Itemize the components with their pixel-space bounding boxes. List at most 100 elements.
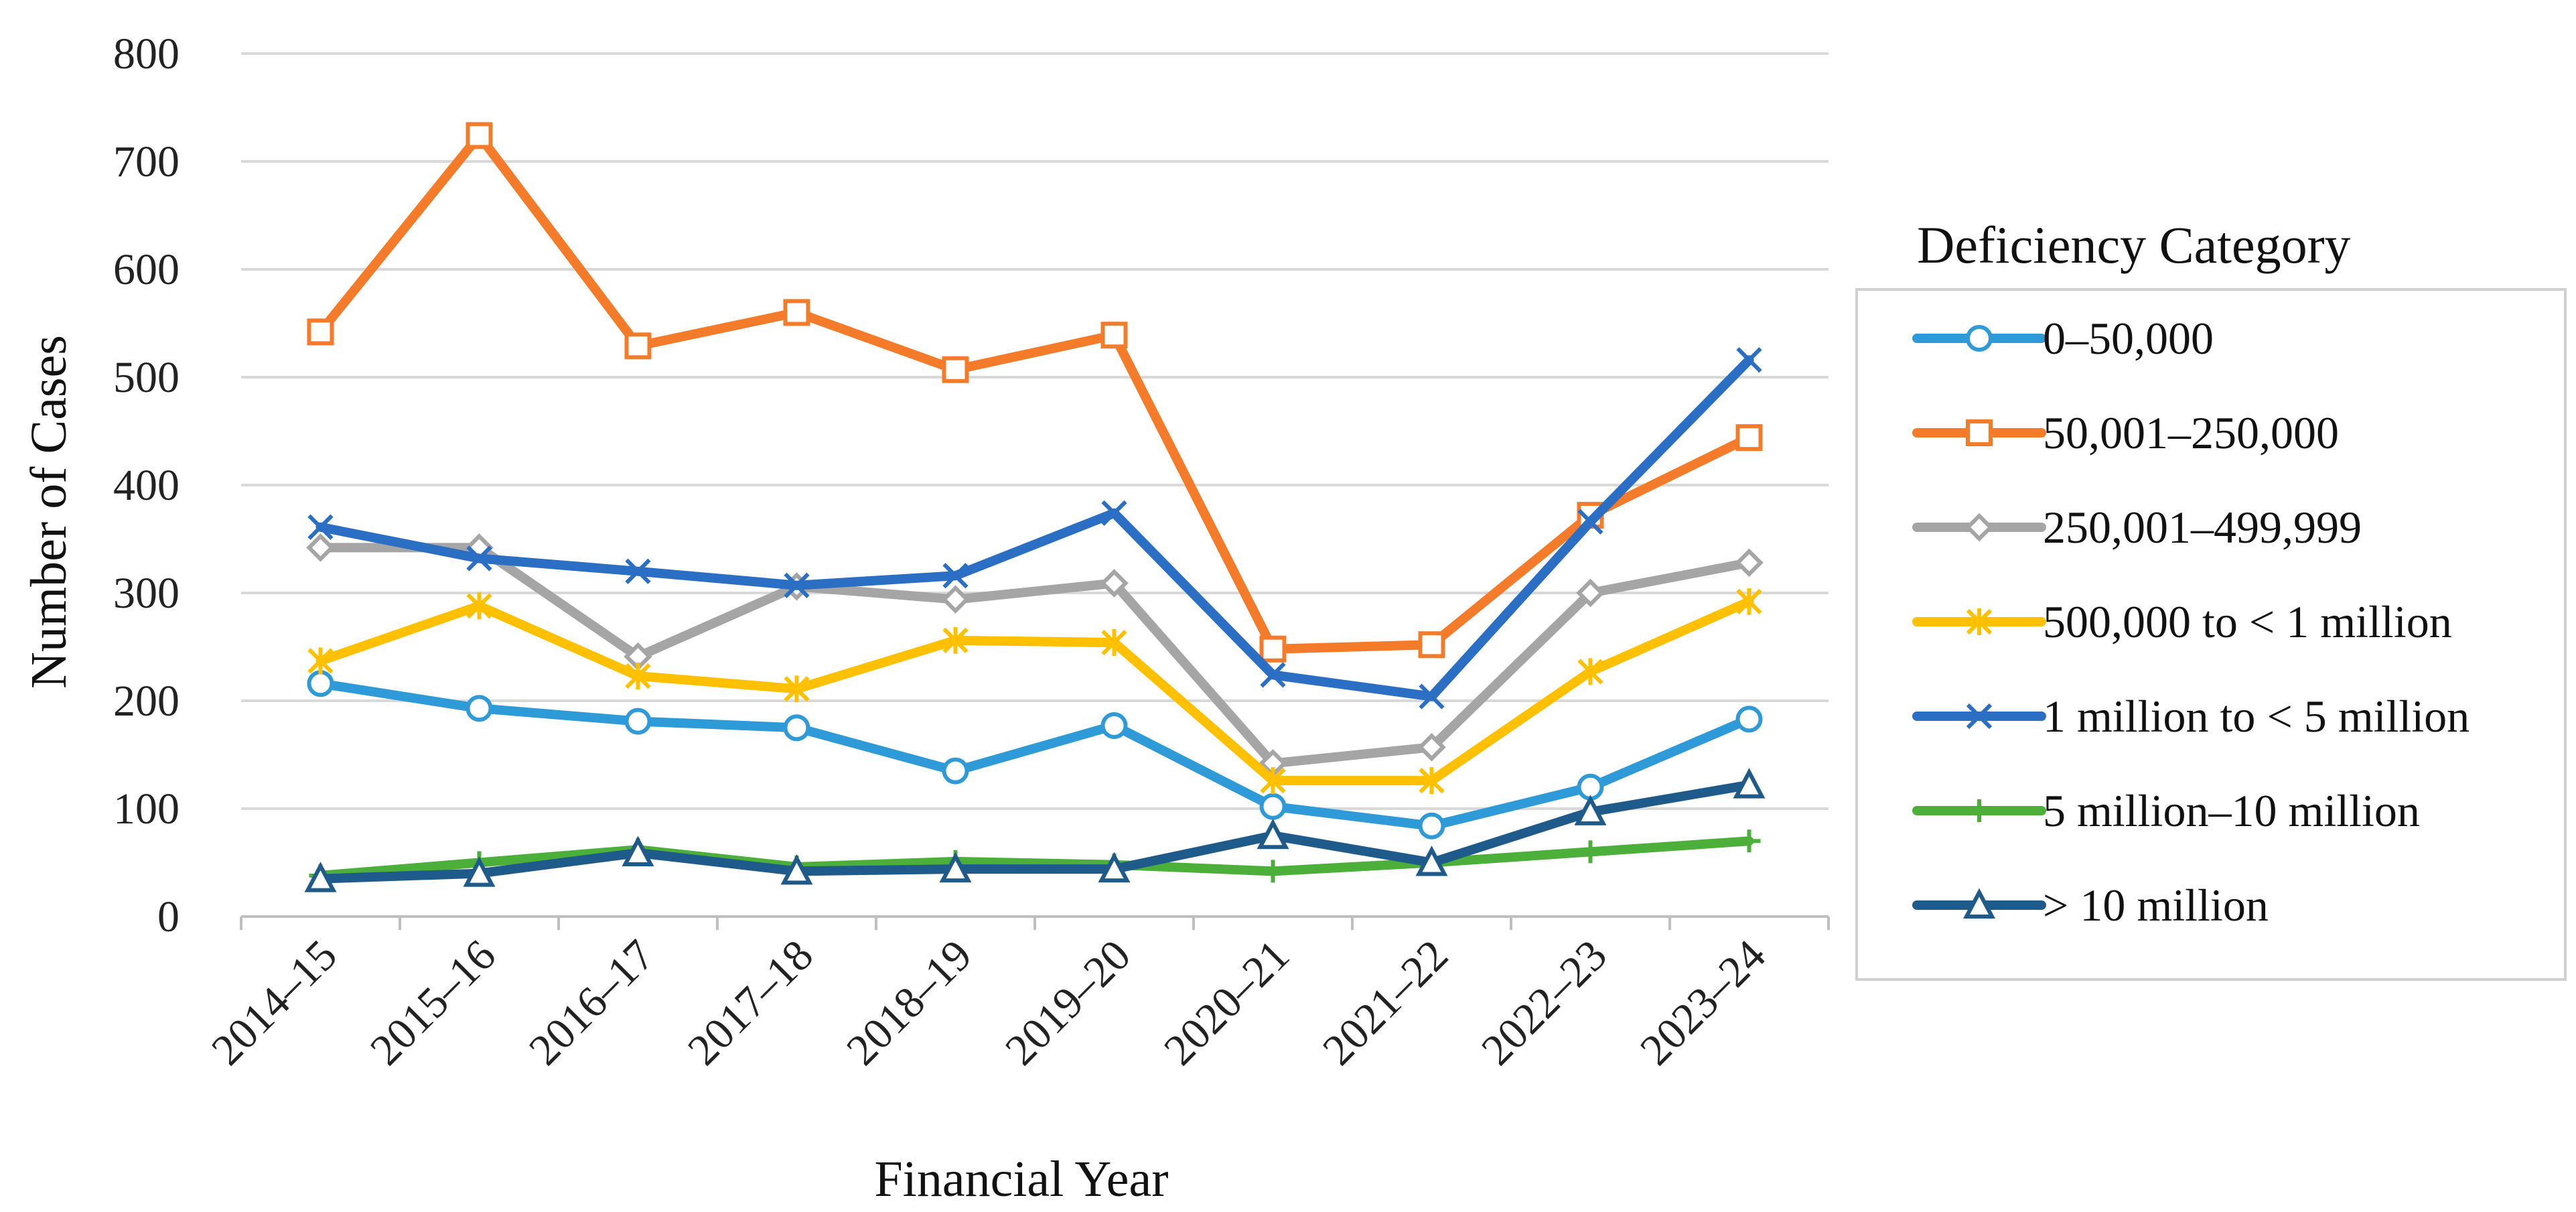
x-tick-label-2021-22: 2021–22 <box>1313 931 1457 1075</box>
data-point-50-001-250-000-2018-19 <box>942 356 969 383</box>
data-point-500-000-to-1-million-2022-23 <box>1577 658 1603 685</box>
legend-title: Deficiency Category <box>1917 216 2351 274</box>
y-tick-label-800: 800 <box>113 29 180 78</box>
legend-marker-5-million-10-million <box>1968 799 1991 822</box>
legend-marker-250-001-499-999 <box>1964 513 1994 542</box>
data-point-0-50-000-2020-21 <box>1259 793 1287 820</box>
data-point-5-million-10-million-2020-21 <box>1261 860 1285 883</box>
data-point-5-million-10-million-2023-24 <box>1737 829 1761 853</box>
data-point-10-million-2019-20 <box>1098 852 1131 883</box>
data-point-50-001-250-000-2017-18 <box>783 299 810 326</box>
data-point-10-million-2015-16 <box>463 856 496 887</box>
y-tick-label-500: 500 <box>113 353 180 402</box>
data-point-500-000-to-1-million-2014-15 <box>307 647 334 675</box>
series-line-500-000-to-1-million <box>315 596 1754 786</box>
data-point-10-million-2023-24 <box>1733 768 1766 799</box>
data-point-0-50-000-2023-24 <box>1735 705 1763 733</box>
data-point-1-million-to-5-million-2021-22 <box>1419 683 1445 710</box>
data-point-50-001-250-000-2021-22 <box>1418 631 1445 659</box>
x-tick-label-2018-19: 2018–19 <box>837 931 981 1075</box>
data-point-500-000-to-1-million-2021-22 <box>1419 767 1445 795</box>
data-point-1-million-to-5-million-2016-17 <box>625 558 651 584</box>
legend-marker-10-million <box>1963 888 1995 919</box>
x-tick-label-2019-20: 2019–20 <box>996 931 1140 1075</box>
y-tick-label-300: 300 <box>113 569 180 618</box>
data-point-10-million-2017-18 <box>780 854 813 885</box>
data-point-1-million-to-5-million-2019-20 <box>1101 500 1127 526</box>
data-point-250-001-499-999-2022-23 <box>1576 578 1605 608</box>
data-point-0-50-000-2014-15 <box>307 670 334 697</box>
legend-marker-0-50-000 <box>1966 325 1993 352</box>
legend-marker-1-million-to-5-million <box>1966 703 1993 730</box>
x-tick-label-2020-21: 2020–21 <box>1155 931 1299 1075</box>
data-point-500-000-to-1-million-2016-17 <box>625 662 651 689</box>
data-point-1-million-to-5-million-2020-21 <box>1260 662 1286 688</box>
data-point-50-001-250-000-2019-20 <box>1100 322 1128 349</box>
legend-item-500-000-to-1-million: 500,000 to < 1 million <box>1912 596 2452 647</box>
data-point-250-001-499-999-2018-19 <box>941 585 970 614</box>
y-tick-label-200: 200 <box>113 677 180 726</box>
data-point-500-000-to-1-million-2020-21 <box>1260 767 1286 795</box>
legend-item-0-50-000: 0–50,000 <box>1912 313 2214 364</box>
series-5-million-10-million <box>309 829 1761 887</box>
x-tick-label-2015-16: 2015–16 <box>361 931 505 1075</box>
legend-item-250-001-499-999: 250,001–499,999 <box>1912 502 2362 553</box>
legend-item-5-million-10-million: 5 million–10 million <box>1912 785 2420 836</box>
data-point-50-001-250-000-2020-21 <box>1259 635 1287 663</box>
x-tick-label-2022-23: 2022–23 <box>1472 931 1616 1075</box>
data-point-1-million-to-5-million-2015-16 <box>466 545 492 571</box>
legend-label-50-001-250-000: 50,001–250,000 <box>2043 407 2339 458</box>
y-tick-label-400: 400 <box>113 461 180 510</box>
legend-marker-500-000-to-1-million <box>1966 608 1993 635</box>
data-point-10-million-2021-22 <box>1415 846 1448 876</box>
x-tick-label-2014-15: 2014–15 <box>202 931 346 1075</box>
legend-item-1-million-to-5-million: 1 million to < 5 million <box>1912 691 2470 742</box>
data-point-500-000-to-1-million-2018-19 <box>942 626 969 654</box>
legend-label-500-000-to-1-million: 500,000 to < 1 million <box>2043 596 2452 647</box>
series-line-1-million-to-5-million <box>315 355 1754 701</box>
x-tick-label-2023-24: 2023–24 <box>1631 931 1775 1075</box>
data-point-0-50-000-2018-19 <box>942 757 969 785</box>
series-line-5-million-10-million <box>315 836 1754 880</box>
data-point-1-million-to-5-million-2022-23 <box>1577 509 1603 535</box>
y-tick-label-100: 100 <box>113 785 180 833</box>
data-point-10-million-2020-21 <box>1257 818 1289 850</box>
y-tick-label-600: 600 <box>113 245 180 294</box>
legend-item-10-million: > 10 million <box>1912 880 2269 931</box>
x-tick-label-2016-17: 2016–17 <box>520 931 664 1075</box>
data-point-0-50-000-2021-22 <box>1418 812 1445 839</box>
data-point-0-50-000-2015-16 <box>466 695 493 722</box>
data-point-250-001-499-999-2021-22 <box>1417 732 1446 762</box>
y-gridlines <box>241 52 1829 918</box>
data-point-50-001-250-000-2014-15 <box>307 318 334 346</box>
legend-item-50-001-250-000: 50,001–250,000 <box>1912 407 2339 458</box>
data-point-10-million-2014-15 <box>304 862 337 892</box>
data-point-500-000-to-1-million-2017-18 <box>784 675 810 703</box>
data-point-500-000-to-1-million-2019-20 <box>1101 629 1127 657</box>
series-line-50-001-250-000 <box>315 131 1754 654</box>
series-line-250-001-499-999 <box>315 543 1754 768</box>
data-point-0-50-000-2016-17 <box>624 708 652 735</box>
data-point-500-000-to-1-million-2023-24 <box>1736 588 1762 615</box>
legend-label-1-million-to-5-million: 1 million to < 5 million <box>2043 691 2470 742</box>
data-point-10-million-2018-19 <box>939 852 972 883</box>
y-axis-title: Number of Cases <box>21 335 77 689</box>
data-point-10-million-2016-17 <box>622 835 654 867</box>
data-point-0-50-000-2017-18 <box>783 714 810 742</box>
data-point-50-001-250-000-2016-17 <box>624 332 652 360</box>
series-line-10-million <box>315 780 1754 884</box>
legend-marker-50-001-250-000 <box>1966 419 1993 446</box>
series-10-million <box>304 768 1766 892</box>
data-point-0-50-000-2019-20 <box>1100 712 1128 740</box>
x-tick-label-2017-18: 2017–18 <box>678 931 822 1075</box>
data-point-50-001-250-000-2023-24 <box>1735 424 1763 452</box>
data-point-10-million-2022-23 <box>1574 795 1607 825</box>
data-point-50-001-250-000-2015-16 <box>466 122 493 149</box>
series-0-50-000 <box>307 670 1763 839</box>
series-500-000-to-1-million <box>307 588 1762 795</box>
data-point-250-001-499-999-2014-15 <box>306 533 335 562</box>
data-point-1-million-to-5-million-2018-19 <box>942 563 969 589</box>
x-axis-title: Financial Year <box>874 1151 1168 1207</box>
